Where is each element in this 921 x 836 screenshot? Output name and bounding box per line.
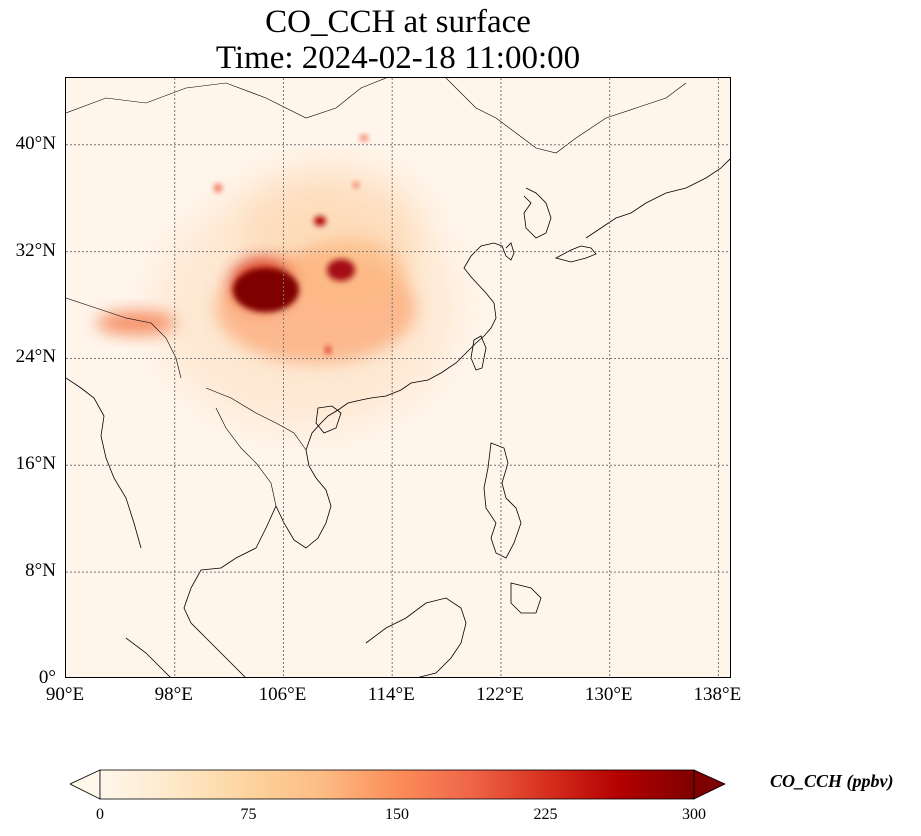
lon-tick-label: 114°E [367, 684, 415, 705]
lon-tick-label: 106°E [258, 684, 307, 705]
lon-tick-label: 138°E [693, 684, 742, 705]
map-panel [65, 77, 731, 678]
lon-tick-label: 98°E [154, 684, 193, 705]
colorbar-tick-label: 150 [385, 806, 409, 823]
colorbar-tick-label: 75 [240, 806, 257, 823]
lat-tick-label: 24°N [15, 346, 56, 368]
colorbar-extend-max [693, 769, 726, 800]
colorbar [70, 769, 726, 800]
map-gridlines [66, 78, 730, 677]
coastlines [66, 78, 730, 677]
lat-tick-label: 0° [38, 667, 56, 688]
lon-tick-label: 122°E [476, 684, 524, 705]
map-title: CO_CCH at surface [265, 4, 531, 40]
colorbar-tick-label: 225 [533, 806, 558, 823]
lat-tick-label: 8°N [25, 560, 56, 582]
colorbar-tick-label: 0 [96, 806, 104, 823]
lat-tick-label: 32°N [15, 239, 56, 261]
lat-tick-label: 16°N [15, 453, 56, 475]
lon-tick-label: 130°E [584, 684, 633, 705]
map-canvas [66, 78, 730, 677]
lon-tick-label: 90°E [45, 684, 85, 705]
map-time-subtitle: Time: 2024-02-18 11:00:00 [215, 40, 581, 76]
colorbar-label: CO_CCH (ppbv) [770, 771, 894, 791]
concentration-field [96, 135, 456, 428]
colorbar-gradient [99, 769, 695, 800]
colorbar-tick-label: 300 [682, 806, 706, 823]
lat-tick-label: 40°N [15, 132, 56, 154]
colorbar-extend-min [70, 769, 101, 800]
